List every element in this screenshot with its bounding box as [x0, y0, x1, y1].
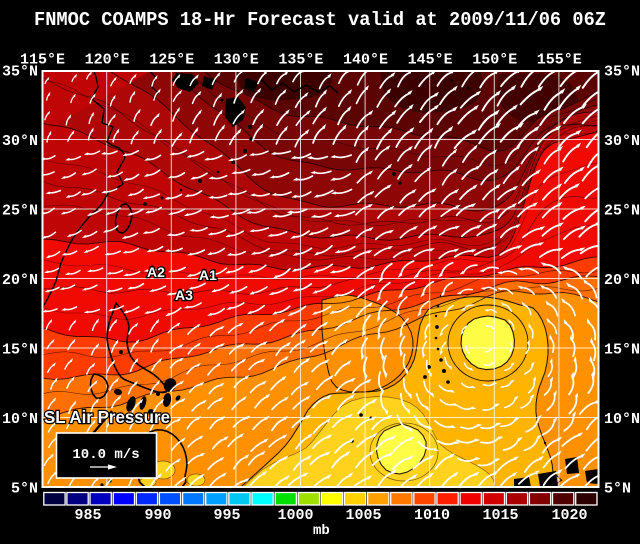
- svg-text:10°N: 10°N: [2, 411, 38, 428]
- svg-text:15°N: 15°N: [604, 342, 640, 359]
- svg-text:A3: A3: [175, 287, 193, 303]
- svg-text:A2: A2: [147, 264, 165, 280]
- svg-text:150°E: 150°E: [472, 52, 517, 69]
- svg-text:10°N: 10°N: [604, 411, 640, 428]
- svg-text:10.0 m/s: 10.0 m/s: [72, 447, 139, 463]
- svg-text:985: 985: [74, 507, 101, 524]
- svg-text:115°E: 115°E: [20, 52, 65, 69]
- svg-text:20°N: 20°N: [604, 272, 640, 289]
- svg-text:990: 990: [144, 507, 171, 524]
- svg-text:130°E: 130°E: [214, 52, 259, 69]
- svg-text:5°N: 5°N: [604, 481, 631, 498]
- svg-text:mb: mb: [313, 523, 330, 539]
- svg-text:FNMOC COAMPS 18-Hr Forecast va: FNMOC COAMPS 18-Hr Forecast valid at 200…: [34, 9, 606, 31]
- svg-text:1015: 1015: [482, 507, 518, 524]
- svg-text:145°E: 145°E: [408, 52, 453, 69]
- svg-text:30°N: 30°N: [604, 133, 640, 150]
- svg-text:25°N: 25°N: [2, 203, 38, 220]
- svg-text:15°N: 15°N: [2, 342, 38, 359]
- svg-text:120°E: 120°E: [85, 52, 130, 69]
- svg-text:20°N: 20°N: [2, 272, 38, 289]
- svg-text:35°N: 35°N: [2, 64, 38, 81]
- svg-text:140°E: 140°E: [343, 52, 388, 69]
- svg-text:995: 995: [213, 507, 240, 524]
- svg-text:A1: A1: [199, 267, 217, 283]
- svg-text:SL Air Pressure: SL Air Pressure: [44, 407, 170, 427]
- svg-text:1010: 1010: [414, 507, 450, 524]
- svg-text:1000: 1000: [277, 507, 313, 524]
- svg-text:1005: 1005: [345, 507, 381, 524]
- svg-text:35°N: 35°N: [604, 64, 640, 81]
- svg-text:125°E: 125°E: [149, 52, 194, 69]
- svg-text:25°N: 25°N: [604, 203, 640, 220]
- svg-text:135°E: 135°E: [278, 52, 323, 69]
- svg-text:5°N: 5°N: [11, 481, 38, 498]
- svg-text:30°N: 30°N: [2, 133, 38, 150]
- svg-text:155°E: 155°E: [537, 52, 582, 69]
- svg-text:1020: 1020: [551, 507, 587, 524]
